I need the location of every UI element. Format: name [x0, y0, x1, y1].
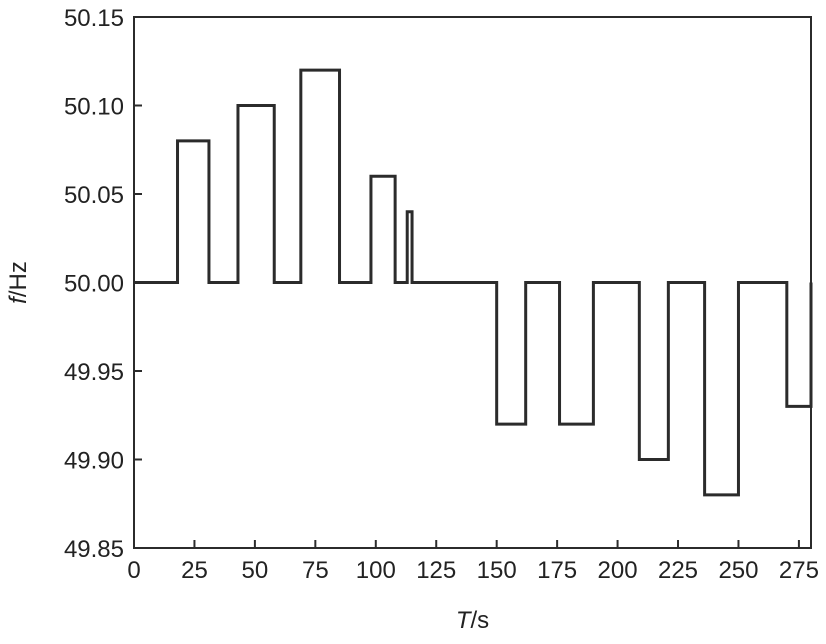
y-axis-label: f/Hz [5, 261, 32, 304]
y-tick-label: 50.05 [64, 182, 124, 209]
x-axis-ticks: 0 25 50 75 100 125 150 175 200 225 250 275 [127, 540, 819, 584]
x-tick-label: 200 [598, 557, 638, 584]
x-tick-label: 150 [477, 557, 517, 584]
x-tick-label: 125 [416, 557, 456, 584]
y-tick-label: 50.10 [64, 94, 124, 121]
y-tick-label: 49.95 [64, 359, 124, 386]
y-tick-label: 50.15 [64, 5, 124, 32]
x-tick-label: 0 [127, 557, 140, 584]
y-axis-ticks: 49.85 49.90 49.95 50.00 50.05 50.10 50.15 [64, 5, 142, 563]
x-axis-label: T/s [456, 607, 489, 634]
y-tick-label: 49.85 [64, 536, 124, 563]
x-tick-label: 75 [302, 557, 329, 584]
x-tick-label: 50 [242, 557, 269, 584]
x-tick-label: 275 [779, 557, 819, 584]
y-axis-label-symbol: f [5, 295, 32, 304]
y-axis-label-unit: /Hz [5, 261, 32, 297]
x-tick-label: 25 [181, 557, 208, 584]
x-tick-label: 250 [718, 557, 758, 584]
x-axis-label-unit: /s [471, 607, 490, 634]
x-tick-label: 225 [658, 557, 698, 584]
y-tick-label: 49.90 [64, 448, 124, 475]
x-axis-label-symbol: T [456, 607, 473, 634]
x-tick-label: 100 [356, 557, 396, 584]
y-tick-label: 50.00 [64, 271, 124, 298]
frequency-series-line [134, 68, 813, 497]
x-tick-label: 175 [537, 557, 577, 584]
